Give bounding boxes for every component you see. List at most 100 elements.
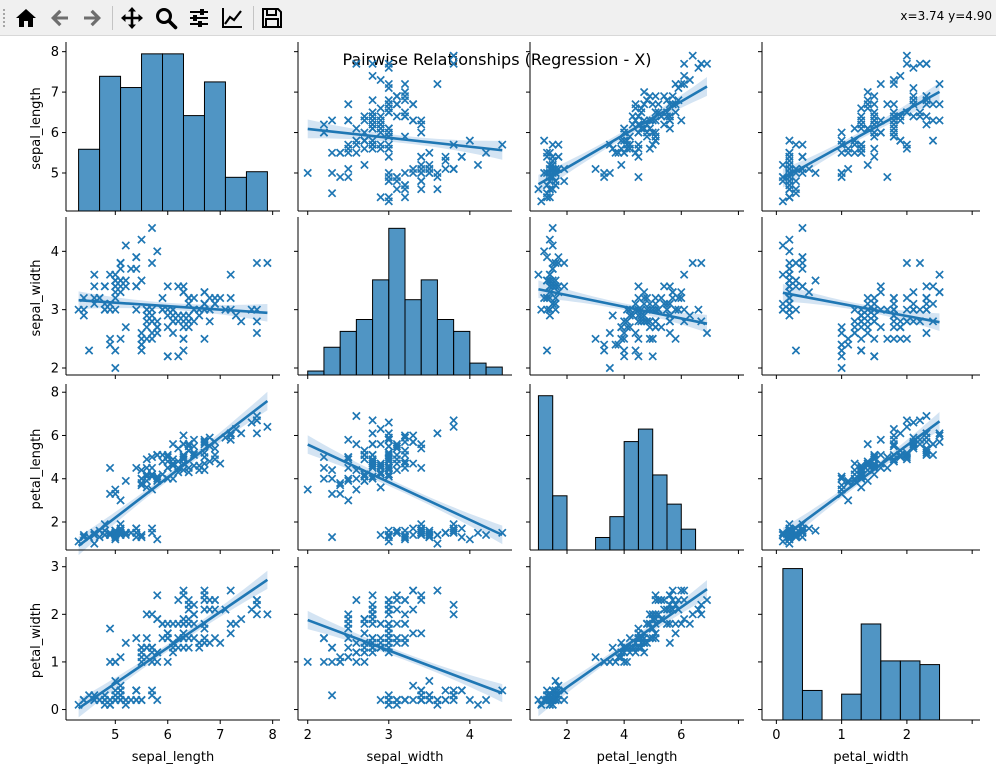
scatter-point [344,452,353,462]
scatter-point [662,619,672,629]
pan-icon[interactable] [118,4,146,32]
y-axis-label-petal_length: petal_length [29,429,44,510]
scatter-point [457,532,466,542]
zoom-icon[interactable] [152,4,180,32]
scatter-point [408,681,418,690]
scatter-point [889,334,899,344]
scatter-point [344,496,353,505]
scatter-point [79,530,89,540]
scatter-point [668,91,677,101]
histogram-bar [323,346,341,376]
histogram-bar [652,474,668,551]
scatter-point [376,140,385,149]
scatter-point [679,586,689,595]
scatter-point [417,444,426,453]
scatter-point [111,532,120,542]
scatter-point [384,418,393,427]
scatter-point [327,189,337,198]
scatter-point [179,334,188,344]
scatter-point [449,600,458,609]
forward-icon[interactable] [78,4,106,32]
scatter-point [392,633,402,643]
scatter-point [384,140,393,149]
scatter-point [319,120,329,129]
scatter-point [449,526,458,535]
toolbar-separator [112,6,113,30]
scatter-point [116,519,125,529]
scatter-point [392,184,402,194]
scatter-point [226,435,235,445]
regression-line [77,399,269,547]
scatter-point [599,346,609,355]
scatter-point [625,311,635,320]
scatter-point [252,416,262,425]
histogram-bar [120,87,143,212]
scatter-point [368,59,377,68]
scatter-point [425,526,434,535]
y-tick-label: 4 [51,245,59,260]
scatter-point [200,437,209,447]
x-tick-label: 4 [466,728,474,743]
scatter-point [90,270,99,279]
edit-axis-icon[interactable] [218,4,246,32]
scatter-point [335,172,345,182]
scatter-point [648,334,657,344]
y-tick-label: 8 [51,45,59,60]
scatter-point [400,463,410,473]
scatter-point [384,463,393,473]
y-tick-label: 2 [51,515,59,530]
figure-canvas[interactable]: Pairwise Relationships (Regression - X) … [0,36,996,767]
x-tick-label: 2 [903,728,911,743]
scatter-point [548,241,557,250]
save-icon[interactable] [258,4,286,32]
x-tick-label: 8 [269,728,277,743]
scatter-point [433,700,442,709]
scatter-point [837,148,846,157]
subplot-sepal_width-vs-petal_width [758,217,980,379]
scatter-point [896,136,905,145]
scatter-point [417,164,426,174]
scatter-point [147,691,157,700]
scatter-point [384,691,393,700]
regression-line [307,443,503,537]
configure-subplots-icon[interactable] [185,4,213,32]
scatter-point [889,424,899,434]
cursor-coordinates: x=3.74 y=4.90 [900,9,992,23]
scatter-point [473,528,483,538]
scatter-point [935,287,944,297]
scatter-point [902,455,912,464]
scatter-point [857,483,866,492]
home-icon[interactable] [12,4,40,32]
scatter-point [559,258,569,268]
scatter-point [857,140,866,149]
back-icon[interactable] [46,4,74,32]
scatter-point [559,282,569,291]
scatter-point [376,104,385,113]
scatter-point [837,346,846,355]
histogram-bar [782,568,803,721]
scatter-point [252,429,262,438]
scatter-point [303,168,312,178]
scatter-point [384,595,393,605]
toolbar-grip[interactable] [2,8,6,28]
scatter-point [368,439,377,449]
scatter-point [659,595,669,605]
scatter-point [352,136,361,145]
y-tick-label: 6 [51,126,59,141]
scatter-point [791,258,801,268]
figure-title: Pairwise Relationships (Regression - X) [342,50,651,69]
subplot-sepal_length-vs-sepal_width [294,42,512,215]
scatter-point [542,148,552,157]
scatter-point [384,450,393,460]
scatter-point [392,695,402,705]
scatter-point [132,252,141,262]
scatter-point [545,184,555,194]
y-tick-label: 7 [51,86,59,101]
scatter-point [425,160,434,170]
histogram-bar [420,279,438,376]
scatter-point [441,528,450,538]
y-tick-label: 8 [51,386,59,401]
scatter-point [352,485,361,494]
scatter-point [843,496,853,505]
scatter-point [111,363,120,373]
